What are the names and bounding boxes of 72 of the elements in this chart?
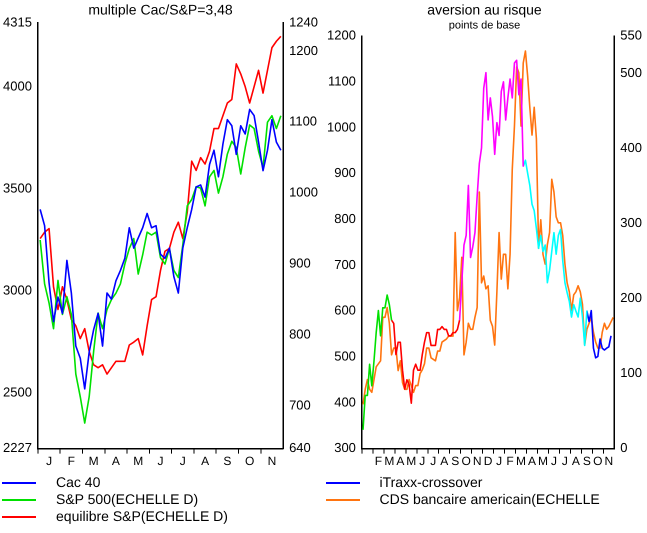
x-tick-label: F	[374, 454, 382, 468]
x-tick-label: M	[516, 454, 526, 468]
x-tick-label: M	[88, 454, 99, 468]
y-tick-label: 3500	[3, 180, 32, 196]
x-tick-label: J	[430, 454, 436, 468]
legend-label: Cac 40	[56, 474, 100, 491]
legend-label: S&P 500(ECHELLE D)	[56, 491, 198, 508]
y-tick-label: 4000	[3, 78, 32, 94]
y2-tick-label: 550	[620, 28, 642, 43]
y-tick-label: 600	[334, 302, 356, 318]
x-tick-label: A	[440, 454, 448, 468]
y2-tick-label: 1000	[289, 184, 318, 200]
x-tick-label: F	[68, 454, 76, 468]
x-tick-label: J	[158, 454, 164, 468]
y-tick-label: 800	[334, 210, 356, 226]
x-tick-label: A	[396, 454, 404, 468]
y2-tick-label: 800	[289, 326, 311, 342]
chart-title: multiple Cac/S&P=3,48	[88, 1, 233, 18]
x-tick-label: O	[592, 454, 602, 468]
y2-tick-label: 900	[289, 256, 311, 271]
x-tick-label: F	[506, 454, 514, 468]
y2-tick-label: 1200	[289, 42, 318, 58]
y-tick-label: 1200	[326, 28, 356, 43]
x-tick-label: S	[450, 454, 459, 468]
x-tick-label: A	[201, 454, 210, 468]
y-tick-label: 1000	[326, 119, 356, 134]
chart-title: aversion au risque	[426, 1, 542, 18]
legend-label: iTraxx-crossover	[380, 474, 482, 491]
y2-tick-label: 400	[620, 140, 642, 156]
x-tick-label: A	[112, 454, 120, 468]
y2-tick-label: 300	[620, 215, 642, 230]
legend-label: equilibre S&P(ECHELLE D)	[56, 508, 228, 525]
x-tick-label: M	[384, 454, 394, 468]
y2-tick-label: 0	[620, 440, 628, 456]
x-tick-label: J	[496, 454, 502, 468]
x-tick-label: A	[571, 454, 580, 468]
x-tick-label: S	[223, 454, 232, 468]
x-tick-label: M	[406, 454, 416, 468]
x-tick-label: D	[483, 454, 492, 468]
x-tick-label: O	[460, 454, 470, 468]
y2-tick-label: 500	[620, 65, 642, 80]
legend-label: CDS bancaire americain(ECHELLE	[380, 491, 600, 508]
y-tick-label: 500	[334, 348, 356, 364]
x-tick-label: O	[244, 454, 254, 468]
y-tick-label: 700	[334, 256, 356, 272]
x-tick-label: J	[46, 454, 52, 468]
chart-subtitle: points de base	[448, 19, 520, 32]
x-tick-label: S	[582, 454, 590, 468]
y-tick-label: 3000	[3, 282, 32, 298]
y-tick-label: 4315	[3, 14, 32, 30]
y2-tick-label: 200	[620, 290, 642, 306]
x-tick-label: M	[537, 454, 548, 468]
x-tick-label: J	[418, 454, 425, 468]
y2-tick-label: 640	[289, 440, 311, 456]
y2-tick-label: 1240	[289, 14, 318, 30]
y-tick-label: 1100	[327, 73, 356, 88]
x-tick-label: J	[180, 454, 186, 468]
x-tick-label: N	[604, 454, 613, 468]
y2-tick-label: 700	[289, 398, 311, 413]
y-tick-label: 2227	[3, 440, 32, 456]
y2-tick-label: 100	[620, 365, 642, 380]
x-tick-label: N	[472, 454, 481, 468]
x-tick-label: J	[550, 454, 556, 468]
x-tick-label: A	[528, 454, 536, 468]
y-tick-label: 300	[334, 440, 356, 456]
x-tick-label: J	[561, 454, 568, 468]
y2-tick-label: 1100	[289, 114, 318, 129]
y-tick-label: 2500	[3, 384, 32, 400]
x-tick-label: M	[133, 454, 144, 468]
y-tick-label: 900	[334, 165, 356, 180]
x-tick-label: N	[268, 454, 276, 468]
y-tick-label: 400	[334, 394, 356, 410]
